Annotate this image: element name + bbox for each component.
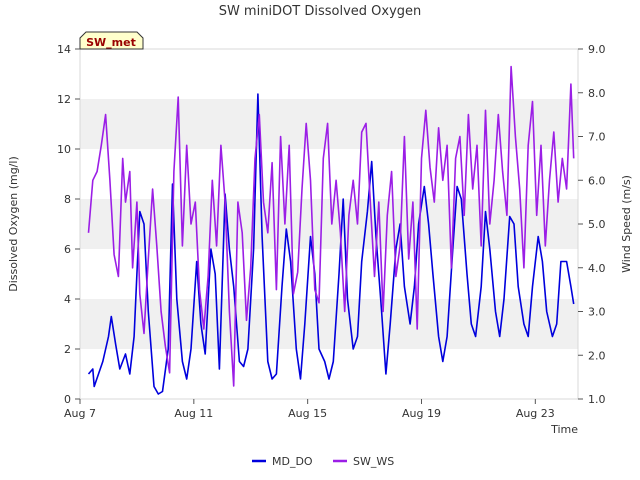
y2-tick-label: 6.0 (588, 174, 606, 187)
y2-tick-label: 4.0 (588, 262, 606, 275)
grid-band (80, 199, 578, 249)
y-tick-label: 4 (64, 293, 71, 306)
series-line-sw-ws (87, 65, 575, 387)
y-tick-label: 8 (64, 193, 71, 206)
legend-label-md-do: MD_DO (272, 455, 313, 468)
y2-axis-ticks: 1.0 2.0 3.0 4.0 5.0 6.0 7.0 8.0 9.0 (578, 43, 606, 406)
series-line-md-do (87, 93, 575, 395)
x-tick-label: Aug 7 (64, 407, 96, 420)
x-axis-label: Time (550, 423, 578, 436)
y2-tick-label: 2.0 (588, 349, 606, 362)
badge: SW_met (79, 31, 144, 50)
legend: MD_DO SW_WS (252, 455, 394, 468)
y-tick-label: 10 (57, 143, 71, 156)
y-axis-label: Dissolved Oxygen (mg/l) (7, 156, 20, 291)
grid-band (80, 349, 578, 399)
grid-band (80, 49, 578, 99)
x-axis-ticks: Aug 7 Aug 11 Aug 15 Aug 19 Aug 23 (64, 399, 555, 420)
y-tick-label: 12 (57, 93, 71, 106)
legend-label-sw-ws: SW_WS (353, 455, 394, 468)
y2-tick-label: 3.0 (588, 306, 606, 319)
x-tick-label: Aug 11 (174, 407, 213, 420)
y-tick-label: 0 (64, 393, 71, 406)
y2-axis-label: Wind Speed (m/s) (620, 175, 633, 273)
chart-title: SW miniDOT Dissolved Oxygen (219, 4, 422, 19)
y2-tick-label: 1.0 (588, 393, 606, 406)
x-tick-label: Aug 19 (402, 407, 441, 420)
y-tick-label: 6 (64, 243, 71, 256)
series-lines (87, 65, 575, 395)
grid-band (80, 249, 578, 299)
y2-tick-label: 7.0 (588, 131, 606, 144)
badge-box (79, 31, 144, 50)
y2-tick-label: 5.0 (588, 218, 606, 231)
y-tick-label: 14 (57, 43, 71, 56)
y2-tick-label: 9.0 (588, 43, 606, 56)
y-tick-label: 2 (64, 343, 71, 356)
y2-tick-label: 8.0 (588, 87, 606, 100)
y-axis-ticks: 0 2 4 6 8 10 12 14 (57, 43, 80, 406)
x-tick-label: Aug 15 (288, 407, 327, 420)
x-tick-label: Aug 23 (516, 407, 555, 420)
badge-label: SW_met (86, 36, 136, 49)
